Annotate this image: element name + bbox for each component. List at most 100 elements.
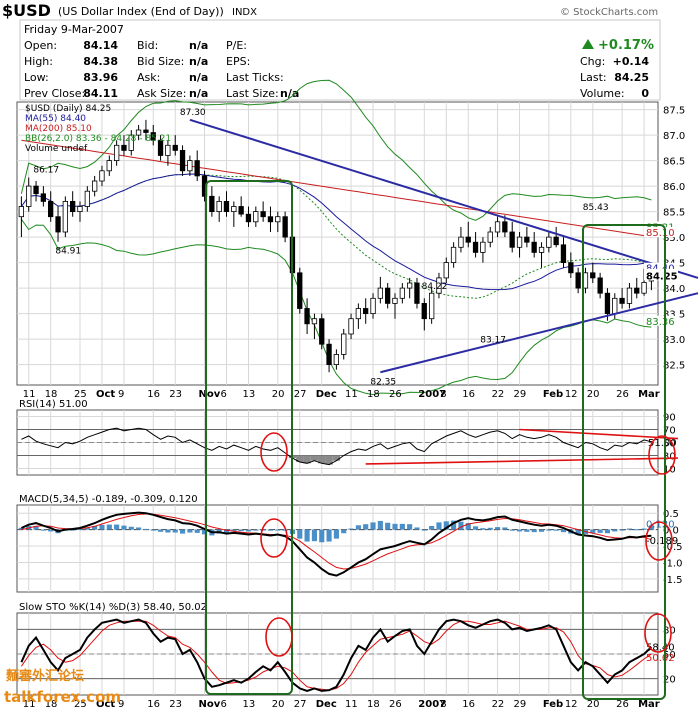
x-axis-label: 6: [221, 389, 227, 400]
candle-body: [18, 206, 25, 218]
candle-body: [297, 272, 303, 309]
ma200-line: [21, 139, 652, 238]
red-circle-marker: [648, 435, 676, 475]
candle-body: [428, 292, 435, 320]
candle-body: [209, 195, 215, 213]
price-tick-label: 85.5: [663, 208, 685, 219]
candle-body: [604, 292, 611, 315]
x-axis-label: 23: [169, 699, 182, 710]
macd-histogram-bar: [414, 527, 420, 530]
macd-histogram-bar: [223, 529, 230, 534]
field-value: n/a: [189, 87, 208, 100]
rsi-oversold-fill: [332, 455, 341, 461]
osc-tick-label: 50: [663, 439, 676, 450]
sto-right-label: 50.02: [646, 653, 675, 664]
macd-histogram-bar: [553, 529, 559, 531]
field-value: 84.14: [83, 39, 118, 52]
change-percent: +0.17%: [598, 38, 654, 53]
candle-body: [216, 200, 222, 212]
field-value: 83.96: [83, 71, 118, 84]
x-axis-label: Feb: [543, 699, 563, 710]
candle-body: [516, 236, 523, 248]
candle-body: [370, 297, 376, 314]
macd-histogram-bar: [538, 529, 545, 532]
osc-title: RSI(14) 51.00: [19, 399, 88, 410]
macd-histogram-bar: [238, 529, 244, 532]
symbol-text: $USD: [2, 1, 51, 20]
field-value: 84.38: [83, 55, 118, 68]
x-axis-label: 26: [616, 389, 629, 400]
field-label: Last Ticks:: [226, 71, 284, 84]
candle-body: [538, 246, 545, 253]
quote-label: Last:: [580, 71, 607, 84]
field-label: Prev Close:: [24, 87, 85, 100]
field-value: n/a: [280, 87, 299, 100]
red-circle-marker: [644, 613, 672, 653]
macd-histogram-bar: [267, 529, 274, 531]
macd-histogram-bar: [377, 520, 383, 530]
candle-body: [150, 132, 156, 141]
price-tick-label: 84.0: [663, 284, 685, 295]
macd-histogram-bar: [407, 524, 413, 530]
osc-tick-label: 80: [663, 625, 676, 636]
macd-histogram-bar: [297, 529, 303, 539]
macd-histogram-bar: [48, 529, 54, 532]
candle-body: [612, 297, 618, 314]
rsi-line: [21, 427, 652, 466]
highlight-box-nov: [205, 180, 293, 695]
candle-body: [326, 343, 332, 366]
price-panel-frame: [16, 101, 659, 386]
candle-body: [626, 287, 633, 304]
x-axis-label: Oct: [96, 699, 115, 710]
x-axis-label: 22: [492, 699, 505, 710]
macd-line: [20, 511, 652, 577]
field-label: Ask:: [137, 71, 160, 84]
x-axis-label: 26: [389, 389, 402, 400]
rsi-right-label: 51.00: [648, 438, 677, 449]
macd-histogram-bar: [634, 529, 640, 531]
candle-body: [311, 318, 318, 325]
macd-histogram-bar: [165, 529, 171, 533]
macd-histogram-bar: [436, 522, 442, 530]
field-label: EPS:: [226, 55, 250, 68]
candle-body: [414, 282, 420, 304]
candle-body: [260, 211, 266, 218]
macd-histogram-bar: [363, 524, 369, 530]
field-label: Ask Size:: [137, 87, 186, 100]
macd-histogram-bar: [546, 529, 552, 531]
candle-body: [179, 149, 186, 172]
macd-histogram-bar: [575, 529, 581, 536]
bb-upper-line: [20, 79, 652, 221]
macd-histogram-bar: [319, 529, 325, 543]
watermark-site: talkforex.com: [4, 688, 121, 706]
symbol-name: (US Dollar Index (End of Day)): [58, 5, 224, 18]
price-tick-label: 85.0: [663, 233, 685, 244]
x-axis-label: Nov: [199, 699, 221, 710]
candle-body: [84, 190, 90, 207]
macd-histogram-bar: [341, 529, 347, 534]
field-value: n/a: [189, 71, 208, 84]
candle-body: [590, 272, 596, 279]
x-axis-label: 25: [74, 699, 87, 710]
candle-body: [267, 216, 274, 223]
candle-body: [480, 241, 486, 253]
x-axis-label: 9: [118, 389, 124, 400]
macd-histogram-bar: [509, 529, 515, 531]
field-value: n/a: [189, 39, 208, 52]
candle-body: [304, 308, 310, 325]
macd-histogram-bar: [333, 529, 339, 539]
candle-body: [384, 287, 391, 304]
candle-body: [121, 144, 127, 151]
macd-signal-line: [21, 513, 652, 570]
candle-body: [524, 236, 530, 243]
candle-body: [194, 160, 200, 177]
red-circle-marker: [260, 518, 288, 558]
candle-body: [377, 287, 384, 299]
field-label: High:: [24, 55, 53, 68]
candle-body: [55, 216, 61, 233]
x-axis-label: 12: [565, 699, 578, 710]
macd-histogram-bar: [465, 523, 471, 530]
x-axis-label: 27: [294, 699, 307, 710]
